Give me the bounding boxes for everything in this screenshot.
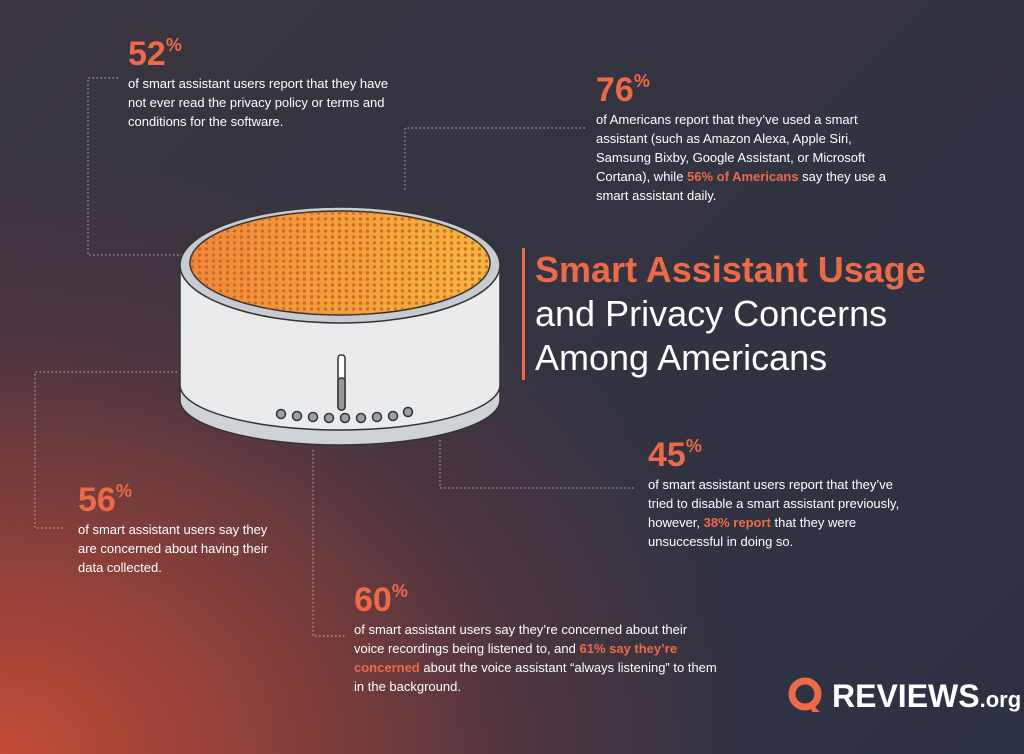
body-text: of smart assistant users say they are co… [78, 522, 269, 575]
body-text: that they were unsuccessful in doing so. [648, 515, 857, 549]
stat-number: 60% [354, 582, 719, 618]
highlight-text: 38% report [703, 515, 771, 530]
speaker [179, 206, 501, 446]
stat: 60% of smart assistant users say they’re … [354, 582, 719, 696]
highlight-text: 56% of Americans [687, 169, 799, 184]
highlight-text: 61% say they’re concerned [354, 641, 678, 675]
stat: 76% of Americans report that they’ve used… [596, 72, 901, 205]
stat-value: 60 [354, 581, 392, 619]
title-line: Among Americans [535, 337, 828, 378]
stat-value: 76 [596, 71, 634, 109]
body-text: of smart assistant users report that the… [128, 76, 389, 129]
stat-text: of smart assistant users say they are co… [78, 520, 273, 577]
stat-number: 56% [78, 482, 273, 518]
logo-icon [788, 677, 822, 712]
stat-value: 56 [78, 481, 116, 519]
stat-text: of smart assistant users report that the… [648, 475, 918, 551]
stat-value: 52 [128, 35, 166, 73]
title-line: and Privacy Concerns [535, 293, 888, 334]
stat-number: 45% [648, 437, 918, 473]
body-text: of smart assistant users report that the… [648, 477, 900, 530]
stat-value: 45 [648, 436, 686, 474]
logo-suffix: .org [979, 687, 1022, 712]
stat: 45% of smart assistant users report that … [648, 437, 918, 551]
stat-unit: % [633, 71, 650, 91]
stat-unit: % [391, 581, 408, 601]
title-line: Smart Assistant Usage [535, 249, 926, 290]
stat: 56% of smart assistant users say they are… [78, 482, 273, 577]
logo-brand: REVIEWS [832, 677, 980, 714]
stat-text: of smart assistant users report that the… [128, 74, 393, 131]
stat-unit: % [115, 481, 132, 501]
stat-text: of Americans report that they’ve used a … [596, 110, 901, 205]
stat-number: 76% [596, 72, 901, 108]
stat-unit: % [685, 436, 702, 456]
title: Smart Assistant Usage and Privacy Concer… [522, 248, 926, 380]
body-text: of Americans report that they’ve used a … [596, 112, 866, 184]
stat-text: of smart assistant users say they’re con… [354, 620, 719, 696]
body-text: of smart assistant users say they’re con… [354, 622, 688, 656]
logo: REVIEWS .org [786, 676, 1021, 716]
body-text: about the voice assistant “always listen… [354, 660, 717, 694]
stat-number: 52% [128, 36, 393, 72]
stat: 52% of smart assistant users report that … [128, 36, 393, 131]
stat-unit: % [165, 35, 182, 55]
body-text: say they use a smart assistant daily. [596, 169, 887, 203]
